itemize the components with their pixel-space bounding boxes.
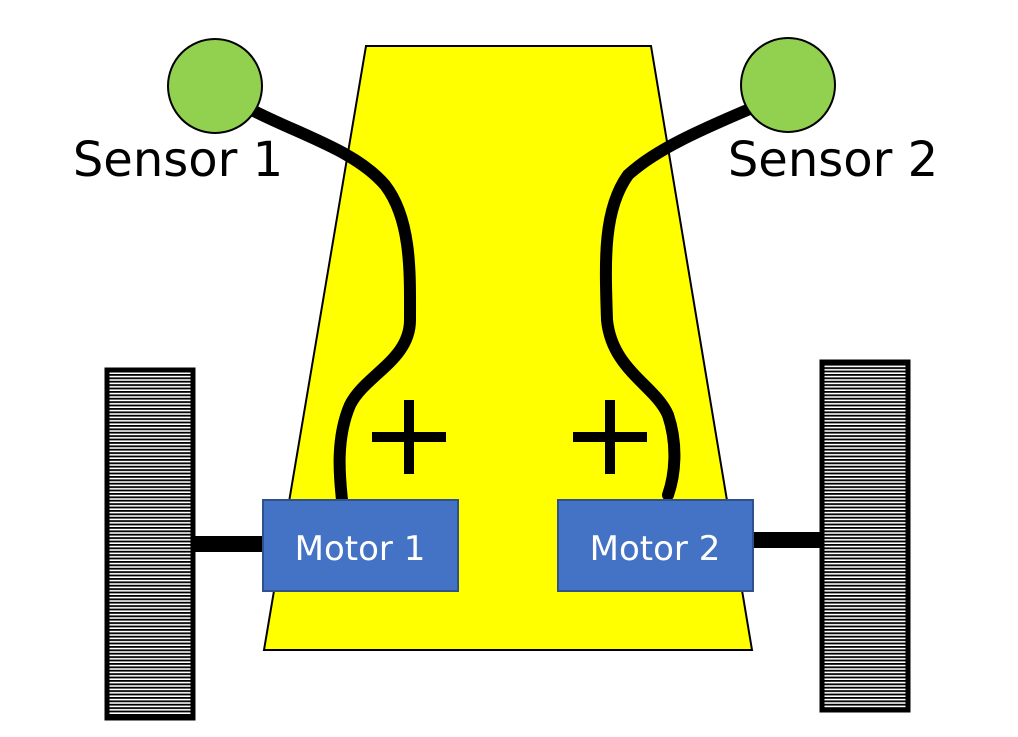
wire-sensor1-to-motor1 xyxy=(244,103,417,506)
sensor-2-label: Sensor 2 xyxy=(728,132,938,188)
right-wheel xyxy=(819,359,911,713)
plus-sign-right xyxy=(573,400,647,474)
motor-2-label: Motor 2 xyxy=(590,529,721,569)
sensor-1-circle xyxy=(167,38,263,134)
left-axle xyxy=(193,536,265,552)
plus-sign-left xyxy=(372,400,446,474)
motor-1-label: Motor 1 xyxy=(295,529,426,569)
sensor-1-label: Sensor 1 xyxy=(73,132,283,188)
motor-1: Motor 1 xyxy=(262,499,459,592)
wire-sensor2-to-motor2 xyxy=(599,102,758,501)
sensor-2-circle xyxy=(740,37,836,133)
motor-2: Motor 2 xyxy=(557,499,754,592)
left-wheel xyxy=(104,367,196,721)
right-axle xyxy=(752,532,824,548)
